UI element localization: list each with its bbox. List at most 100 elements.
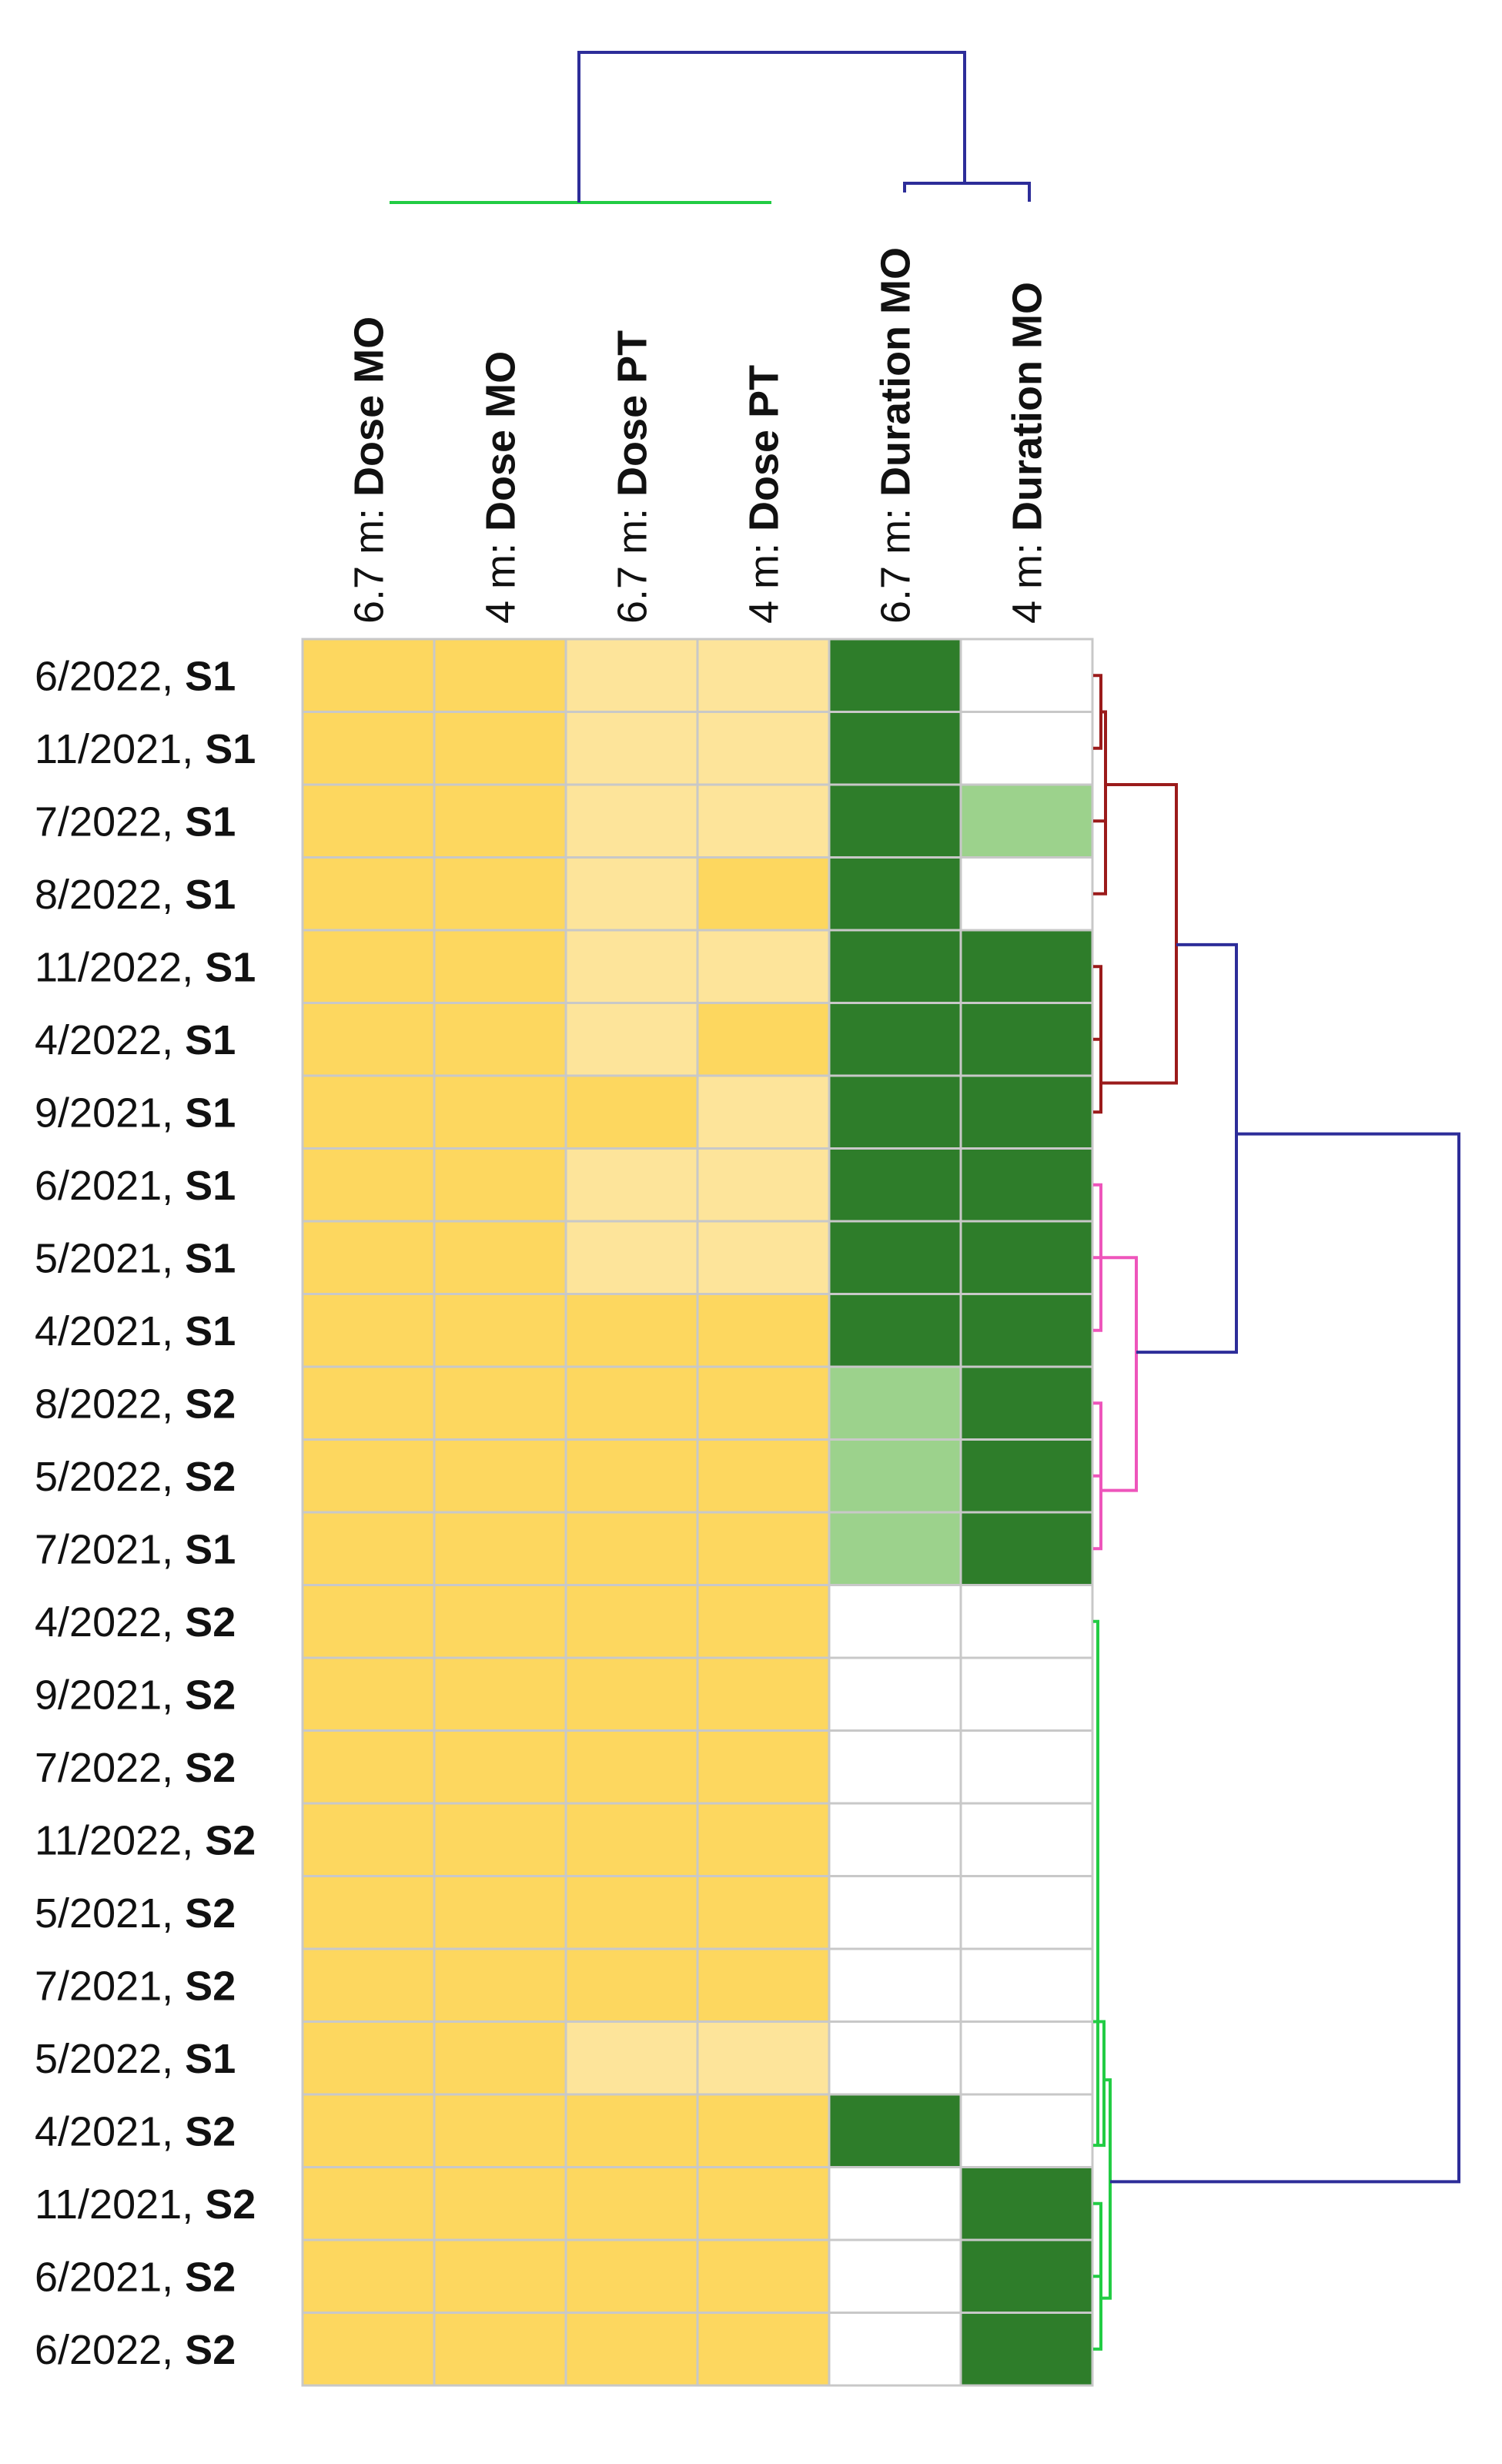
row-label-session: S2 [185,2108,236,2154]
heatmap-cell [564,1875,699,1950]
heatmap-cell [301,2312,436,2387]
heatmap-cell [959,1220,1094,1295]
heatmap-cell [301,1656,436,1732]
heatmap-cell [433,1729,567,1805]
heatmap-cell [564,1147,699,1223]
row-label-session: S2 [185,1890,236,1937]
row-label-session: S2 [185,1745,236,1791]
row-label-session: S2 [185,2254,236,2300]
heatmap-cell [433,1074,567,1150]
row-label-date: 5/2022, [35,2036,185,2082]
heatmap-cell [696,2093,831,2168]
row-label-date: 7/2021, [35,1963,185,2009]
row-label-date: 11/2022, [35,944,205,990]
row-label: 9/2021, S1 [35,1090,236,1136]
row-dendrogram-root [1110,1132,1460,2184]
heatmap-cell [828,1947,962,2023]
row-label-session: S1 [185,1017,236,1063]
heatmap-cell [433,2166,567,2241]
row-label-session: S1 [185,1235,236,1281]
row-label-session: S1 [205,726,256,772]
heatmap-cell [828,929,962,1004]
column-label: 6.7 m: Duration MO [873,247,919,624]
heatmap-cell [564,1584,699,1659]
heatmap-cell [433,1147,567,1223]
column-label: 6.7 m: Dose PT [610,330,656,624]
row-label: 6/2021, S2 [35,2254,236,2300]
heatmap-cell [696,711,831,786]
heatmap-cell [433,1293,567,1368]
column-labels: 6.7 m: Dose MO4 m: Dose MO6.7 m: Dose PT… [346,247,1051,624]
heatmap-cell [564,711,699,786]
heatmap-cell [959,783,1094,859]
row-label-date: 6/2022, [35,653,185,699]
heatmap-cell [828,638,962,713]
row-dendrogram-branch [1093,2020,1106,2148]
heatmap-cell [828,1002,962,1077]
row-label-session: S2 [205,2181,256,2228]
heatmap-cell [433,1656,567,1732]
row-label-date: 9/2021, [35,1090,185,1136]
column-label-prefix: 4 m: [741,531,788,624]
row-label-date: 5/2022, [35,1454,185,1500]
heatmap-cell [564,929,699,1004]
heatmap-cell [959,1511,1094,1586]
heatmap-cell [959,1147,1094,1223]
heatmap-cell [564,1438,699,1514]
heatmap-cell [433,1365,567,1441]
heatmap-cell [828,711,962,786]
heatmap-cell [564,2166,699,2241]
row-label: 6/2022, S2 [35,2327,236,2373]
heatmap-cell [696,1293,831,1368]
row-label: 6/2021, S1 [35,1163,236,1209]
heatmap-cell [696,2238,831,2314]
row-label: 5/2022, S2 [35,1454,236,1500]
row-label-session: S2 [185,1963,236,2009]
heatmap-cell [828,1220,962,1295]
heatmap-cell [828,1293,962,1368]
heatmap-cell [828,1875,962,1950]
row-label: 11/2022, S1 [35,944,256,990]
row-label-date: 4/2021, [35,1308,185,1354]
row-label-date: 6/2022, [35,2327,185,2373]
heatmap-cell [696,1656,831,1732]
heatmap-cell [564,2238,699,2314]
column-label-variable: Duration MO [1005,282,1051,531]
heatmap-cell [696,638,831,713]
row-label-date: 7/2022, [35,798,185,845]
heatmap-border [301,638,1094,2387]
row-label: 8/2022, S1 [35,872,236,918]
heatmap-cell [433,711,567,786]
heatmap-cell [433,2312,567,2387]
column-label-prefix: 4 m: [478,531,524,624]
heatmap-cell [696,1147,831,1223]
heatmap-cell [433,638,567,713]
heatmap-cell [828,783,962,859]
heatmap-cell [433,929,567,1004]
heatmap-cell [696,1947,831,2023]
heatmap-cell [959,1365,1094,1441]
heatmap-cell [959,2020,1094,2096]
heatmap-cell [433,2238,567,2314]
row-label: 7/2022, S2 [35,1745,236,1791]
heatmap-cell [564,1802,699,1877]
row-label-session: S1 [185,798,236,845]
row-label-session: S1 [185,1308,236,1354]
heatmap-cell [959,1438,1094,1514]
row-label-date: 5/2021, [35,1235,185,1281]
row-label-session: S1 [185,1090,236,1136]
column-label-variable: Dose MO [346,316,393,497]
heatmap-cell [301,1729,436,1805]
row-label: 4/2021, S2 [35,2108,236,2154]
heatmap-cell [301,2093,436,2168]
column-label: 4 m: Dose PT [741,365,788,624]
heatmap-cell [301,2238,436,2314]
heatmap-cell [696,856,831,932]
heatmap-cell [564,1002,699,1077]
heatmap-cell [696,2312,831,2387]
heatmap-cell [959,2093,1094,2168]
heatmap-cell [564,638,699,713]
row-label: 11/2021, S1 [35,726,256,772]
